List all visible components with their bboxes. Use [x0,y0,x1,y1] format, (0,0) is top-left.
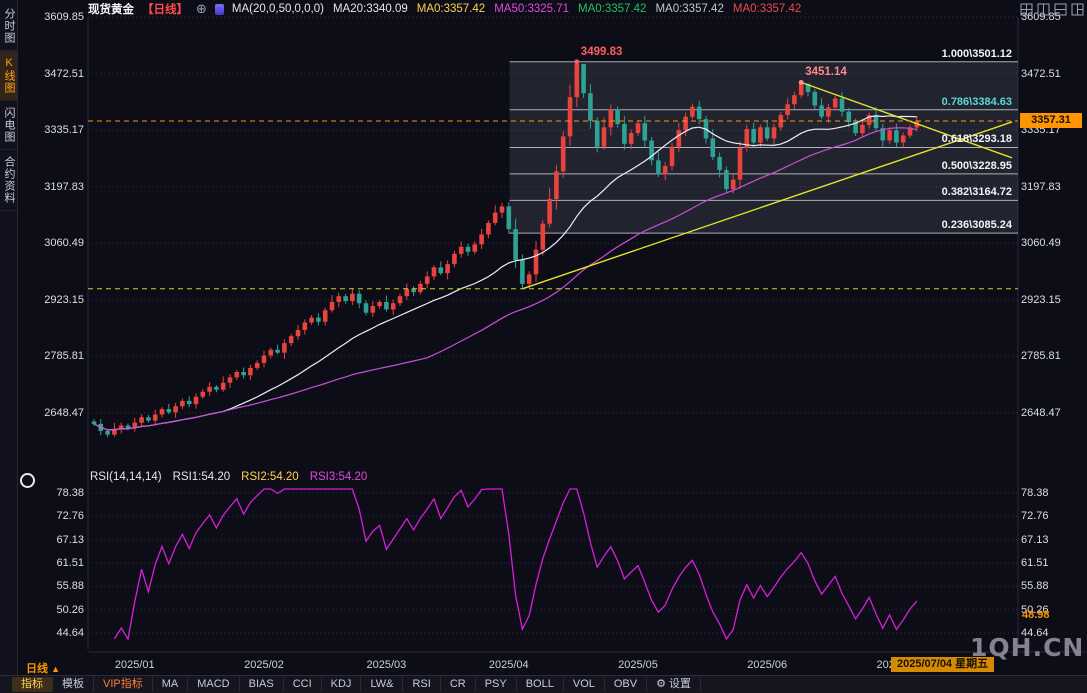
toolbar-item[interactable]: KDJ [322,677,362,692]
toolbar-item[interactable]: LW& [361,677,404,692]
sidebar-tab[interactable]: 分时图 [0,2,17,51]
bottom-period-label: 日线 [26,663,48,675]
toolbar-item[interactable]: 指标 [12,677,53,692]
indicator-flag-icon [214,3,224,15]
toolbar-item[interactable]: MA [153,677,189,692]
layout-triple-icon[interactable] [1071,3,1084,16]
bottom-period-selector[interactable]: 日线 ▲ [26,660,60,676]
toolbar-item[interactable]: VOL [564,677,605,692]
layout-quad-icon[interactable] [1020,3,1033,16]
toolbar-item[interactable]: 模板 [53,677,94,692]
instrument-title: 现货黄金 [88,4,134,16]
last-price-tag: 3357.31 [1020,113,1082,129]
toolbar-item[interactable]: ⚙ 设置 [647,677,702,692]
add-indicator-icon[interactable]: ⊕ [196,1,207,16]
rsi-legend-item: RSI3:54.20 [309,471,368,483]
current-date-label: 2025/07/04 星期五 [891,657,995,672]
sidebar-tab[interactable]: K线图 [0,51,17,101]
rsi-legend-item: RSI1:54.20 [172,471,231,483]
ma-legend-item: MA(20,0,50,0,0,0) [231,3,324,15]
toolbar-item[interactable]: BOLL [517,677,564,692]
toolbar-item[interactable]: VIP指标 [94,677,153,692]
ma-legend-item: MA50:3325.71 [494,3,570,15]
toolbar-item[interactable]: MACD [188,677,240,692]
rsi-legend-item: RSI2:54.20 [241,471,299,483]
chevron-up-icon: ▲ [51,664,60,674]
sidebar-tab[interactable]: 合约资料 [0,150,17,211]
toolbar-item[interactable]: BIAS [240,677,284,692]
chart-header: 现货黄金 【日线】 ⊕ MA(20,0,50,0,0,0) MA20:3340.0… [88,0,917,18]
toolbar-item[interactable]: OBV [605,677,648,692]
toolbar-item[interactable]: PSY [476,677,517,692]
rsi-legend-item: RSI(14,14,14) [90,471,162,483]
layout-vsplit-icon[interactable] [1037,3,1050,16]
ma-legend: MA(20,0,50,0,0,0) MA20:3340.09 MA0:3357.42… [232,3,810,15]
left-sidebar: 分时图 K线图 闪电图 合约资料 [0,0,18,693]
layout-hsplit-icon[interactable] [1054,3,1067,16]
ma-legend-item: MA0:3357.42 [578,3,647,15]
ma-legend-item: MA0:3357.42 [416,3,486,15]
cycle-marker-icon[interactable] [20,473,35,488]
sidebar-tab[interactable]: 闪电图 [0,101,17,150]
rsi-last-value-tag: 48.98 [1022,608,1050,621]
rsi-legend: RSI(14,14,14) RSI1:54.20 RSI2:54.20 RSI3:54… [90,471,367,483]
toolbar-item[interactable]: CR [441,677,476,692]
toolbar-item[interactable]: CCI [284,677,322,692]
ma-legend-item: MA20:3340.09 [332,3,408,15]
toolbar-item[interactable]: RSI [403,677,441,692]
ma-legend-item: MA0:3357.42 [655,3,724,15]
ma-legend-item: MA0:3357.42 [732,3,802,15]
indicator-toolbar: 指标 模板 VIP指标 MA MACD BIAS CCI KDJ LW& RSI CR PSY BOLL… [0,675,1087,693]
period-label: 【日线】 [142,4,188,16]
window-layout-controls [1020,3,1084,16]
